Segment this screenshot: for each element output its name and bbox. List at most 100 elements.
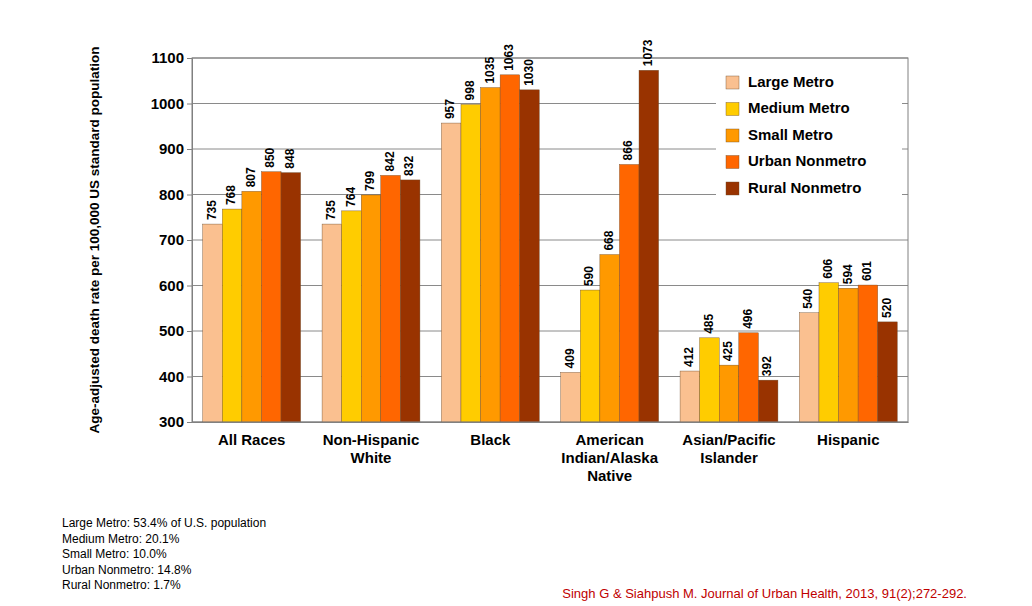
bar (322, 224, 342, 422)
x-tick-label-line: Asian/Pacific (682, 431, 775, 448)
x-tick: AmericanIndian/AlaskaNative (561, 422, 658, 484)
bar (481, 88, 501, 422)
bar (600, 255, 620, 422)
y-tick: 1000 (151, 95, 192, 112)
legend-background (716, 66, 902, 209)
y-tick-mark (187, 58, 192, 59)
bar (441, 123, 461, 422)
legend: Large MetroMedium MetroSmall MetroUrban … (716, 66, 902, 209)
bar-series (261, 75, 877, 422)
x-tick: Black (470, 422, 511, 448)
data-label: 866 (621, 140, 635, 160)
bar (680, 371, 700, 422)
data-label: 735 (324, 200, 338, 220)
x-tick-label: AmericanIndian/AlaskaNative (561, 431, 658, 484)
bar (858, 285, 878, 422)
bar (242, 191, 262, 422)
bar (639, 70, 659, 422)
data-label: 412 (682, 347, 696, 367)
legend-label: Medium Metro (748, 99, 850, 116)
bar (342, 211, 362, 422)
bar (203, 224, 223, 422)
y-tick-mark (187, 104, 192, 105)
bar (281, 173, 301, 422)
legend-swatch (726, 156, 739, 169)
x-tick-label-line: White (351, 449, 392, 466)
bar (400, 180, 420, 422)
bar (619, 164, 639, 422)
data-label: 799 (363, 171, 377, 191)
y-tick: 700 (159, 231, 192, 248)
data-label: 485 (702, 313, 716, 333)
x-tick-label-line: Black (470, 431, 511, 448)
y-tick: 1100 (151, 49, 192, 66)
y-tick-mark (187, 149, 192, 150)
data-label: 520 (880, 298, 894, 318)
data-label: 668 (602, 230, 616, 250)
data-label: 1035 (483, 57, 497, 84)
x-tick-label-line: Native (587, 467, 632, 484)
x-tick-label-line: Islander (700, 449, 758, 466)
data-label: 998 (463, 80, 477, 100)
legend-swatch (726, 182, 739, 195)
note: Medium Metro: 20.1% (62, 532, 180, 546)
legend-swatch (726, 103, 739, 116)
bar (719, 365, 739, 422)
data-label: 848 (283, 148, 297, 168)
note: Small Metro: 10.0% (62, 547, 167, 561)
y-tick: 600 (159, 277, 192, 294)
y-tick: 300 (159, 413, 192, 430)
plot-background (192, 58, 908, 422)
data-label: 842 (383, 151, 397, 171)
bar (580, 290, 600, 422)
y-axis: 300 400 500 600 700 800 900 1000 1100 (151, 49, 193, 430)
y-tick-label: 400 (159, 368, 184, 385)
bar (758, 380, 778, 422)
data-label: 735 (205, 200, 219, 220)
data-label: 606 (821, 258, 835, 278)
x-tick: Hispanic (817, 422, 880, 448)
y-tick-mark (187, 240, 192, 241)
data-label: 409 (563, 348, 577, 368)
y-tick-mark (187, 422, 192, 423)
y-tick-label: 1000 (151, 95, 184, 112)
legend-swatch (726, 76, 739, 89)
bar-series (242, 88, 858, 422)
bar (381, 175, 401, 422)
legend-label: Small Metro (748, 126, 833, 143)
data-label: 764 (344, 187, 358, 207)
bar (739, 333, 759, 422)
data-label: 768 (224, 185, 238, 205)
note: Large Metro: 53.4% of U.S. population (62, 516, 266, 530)
y-tick-label: 700 (159, 231, 184, 248)
data-label: 1063 (502, 44, 516, 71)
bar (461, 104, 481, 422)
bar (261, 172, 281, 422)
data-label: 496 (741, 308, 755, 328)
bar (361, 195, 381, 422)
y-tick-mark (187, 377, 192, 378)
x-tick-label: Non-HispanicWhite (323, 431, 420, 466)
y-tick-label: 800 (159, 186, 184, 203)
y-tick-mark (187, 195, 192, 196)
data-label: 957 (443, 99, 457, 119)
legend-swatch (726, 129, 739, 142)
y-tick-label: 900 (159, 140, 184, 157)
x-axis-line (193, 422, 909, 423)
x-tick-label: Asian/PacificIslander (682, 431, 775, 466)
x-tick-label-line: Indian/Alaska (561, 449, 658, 466)
note: Rural Nonmetro: 1.7% (62, 578, 181, 592)
bar (878, 322, 898, 422)
data-label: 392 (760, 356, 774, 376)
y-tick: 500 (159, 322, 192, 339)
bar (520, 90, 540, 422)
bar (222, 209, 242, 422)
x-tick-label: Black (470, 431, 511, 448)
x-tick: Non-HispanicWhite (323, 422, 420, 466)
y-tick-mark (187, 286, 192, 287)
chart: 30040050060070080090010001100All RacesNo… (0, 0, 1032, 606)
y-axis-line (187, 59, 193, 423)
grid (192, 58, 908, 422)
legend-label: Urban Nonmetro (748, 152, 866, 169)
data-label: 1030 (522, 59, 536, 86)
